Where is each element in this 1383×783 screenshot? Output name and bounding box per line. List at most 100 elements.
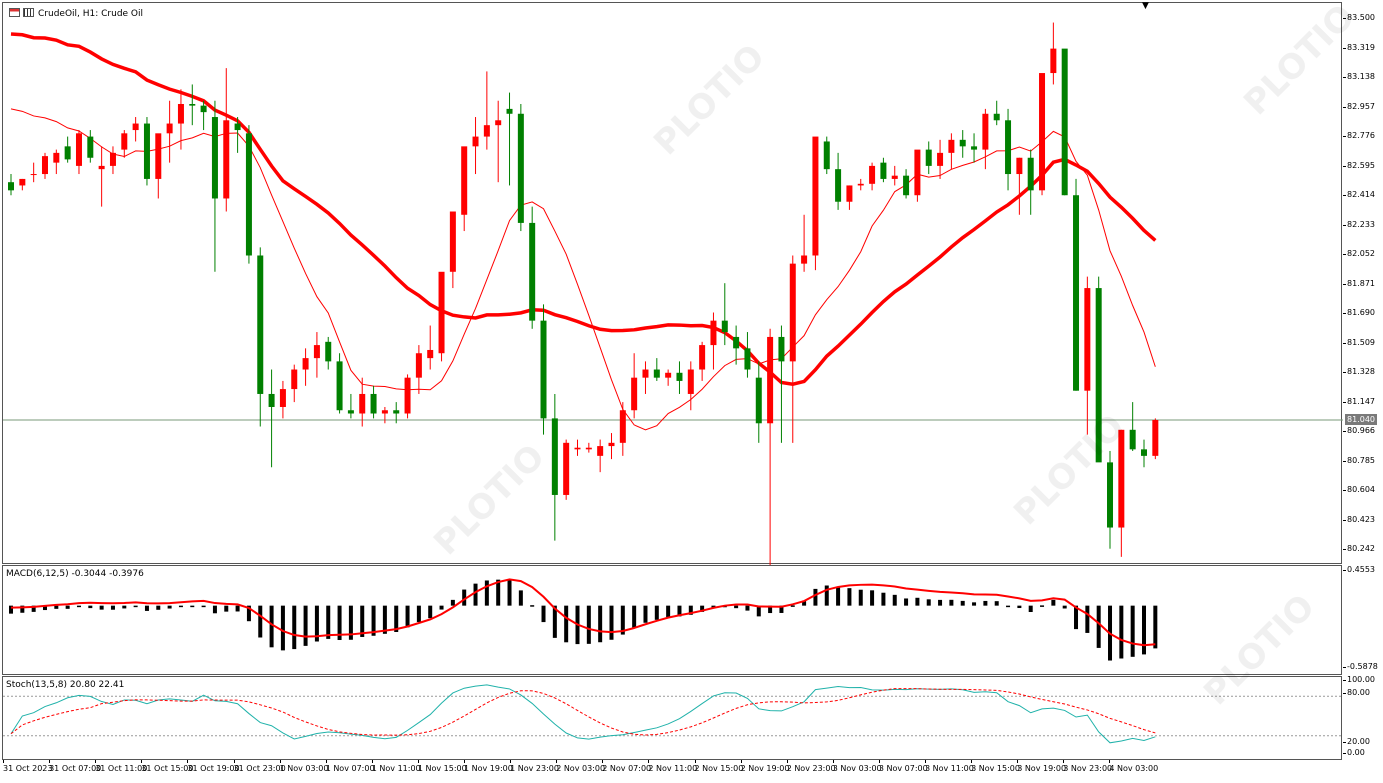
bars-icon[interactable] [23, 8, 34, 17]
candle-body [75, 133, 82, 166]
candle [1107, 450, 1114, 549]
macd-histogram-bar [280, 605, 285, 651]
candle [1152, 418, 1159, 460]
candle-body [359, 393, 366, 414]
macd-histogram-bar [745, 605, 750, 611]
candle [971, 133, 978, 163]
macd-histogram-bar [677, 605, 682, 617]
candle-body [234, 123, 241, 131]
candle [279, 380, 286, 419]
macd-histogram-bar [405, 605, 410, 628]
macd-histogram-bar [700, 605, 705, 612]
candle-body [721, 320, 728, 333]
candle [642, 361, 649, 394]
candle [948, 133, 955, 170]
candle [801, 214, 808, 272]
candle [767, 328, 774, 565]
candle [177, 89, 184, 150]
macd-histogram-bar [892, 594, 897, 606]
macd-histogram-bar [269, 605, 274, 648]
macd-histogram-bar [994, 601, 999, 606]
candle [381, 406, 388, 424]
macd-histogram-bar [76, 605, 81, 608]
candle-body [449, 211, 456, 272]
candle-body [744, 348, 751, 370]
macd-histogram-bar [1017, 605, 1022, 609]
time-label: 2 Nov 15:00 [694, 760, 744, 773]
candle-body [1005, 120, 1012, 175]
macd-histogram-bar [428, 605, 433, 619]
macd-histogram-bar [1085, 605, 1090, 633]
candle-body [801, 255, 808, 264]
macd-histogram-bar [643, 605, 648, 623]
candle [551, 393, 558, 541]
macd-histogram-bar [813, 588, 818, 606]
candle-body [710, 320, 717, 346]
candle-body [767, 336, 774, 424]
macd-histogram-bar [688, 605, 693, 615]
candle-body [1152, 420, 1159, 456]
macd-histogram-bar [416, 605, 421, 622]
candle-body [143, 123, 150, 179]
candle [1118, 429, 1125, 557]
macd-histogram-bar [666, 605, 671, 618]
macd-histogram-bar [926, 599, 931, 606]
candle-body [1129, 429, 1136, 450]
macd-top-tick: 0.4553 [1343, 565, 1375, 574]
macd-histogram-bar [960, 600, 965, 606]
candle-body [993, 113, 1000, 121]
slow-moving-average-line [10, 32, 1157, 386]
candle [404, 374, 411, 419]
macd-panel[interactable]: MACD(6,12,5) -0.3044 -0.3976 [2, 565, 1342, 675]
macd-histogram-bar [1006, 605, 1011, 608]
macd-histogram-bar [586, 605, 591, 644]
shift-chart-arrow-icon[interactable]: ▼ [1142, 1, 1149, 11]
macd-histogram-bar [1119, 605, 1124, 659]
candle-body [1141, 449, 1147, 456]
macd-histogram-bar [541, 605, 546, 623]
candle-body [665, 372, 672, 378]
price-tick: 82.414 [1343, 190, 1375, 200]
candle-body [959, 139, 966, 147]
macd-histogram-bar [768, 605, 773, 614]
price-chart-panel[interactable]: CrudeOil, H1: Crude Oil [2, 2, 1343, 565]
candle [336, 353, 343, 414]
candle [687, 361, 694, 411]
candle-body [166, 123, 173, 134]
candle-body [8, 182, 14, 191]
stoch-signal-line [10, 688, 1156, 736]
time-label: 2 Nov 07:00 [602, 760, 652, 773]
candle-body [1050, 48, 1057, 74]
price-tick: 82.233 [1343, 219, 1375, 229]
time-label: 2 Nov 23:00 [786, 760, 836, 773]
candle [653, 358, 660, 381]
candle-body [857, 183, 864, 186]
candle [291, 364, 298, 403]
chart-window-icon[interactable] [9, 8, 20, 17]
macd-histogram-bar [518, 590, 523, 606]
candle [155, 133, 162, 199]
candle-body [132, 123, 139, 131]
stochastic-canvas [3, 684, 1343, 744]
candle [937, 139, 944, 179]
candle-body [155, 133, 162, 179]
macd-histogram-bar [360, 605, 365, 637]
candle-body [1073, 195, 1080, 391]
macd-histogram-bar [632, 605, 637, 629]
candle-body [19, 178, 26, 186]
candle [1061, 48, 1068, 196]
macd-histogram-bar [1051, 599, 1056, 606]
candle [540, 304, 547, 435]
macd-histogram-bar [598, 605, 603, 643]
candle-body [87, 136, 94, 158]
macd-histogram-bar [552, 605, 557, 638]
macd-histogram-bar [122, 605, 127, 609]
candle [268, 369, 275, 468]
stochastic-panel[interactable]: Stoch(13,5,8) 20.80 22.41 [2, 676, 1343, 760]
fast-moving-average-line [10, 108, 1156, 431]
candle-body [948, 139, 955, 153]
macd-histogram-bar [246, 605, 251, 622]
candle [472, 117, 479, 175]
macd-histogram-bar [858, 589, 863, 606]
time-label: 1 Nov 07:00 [325, 760, 375, 773]
